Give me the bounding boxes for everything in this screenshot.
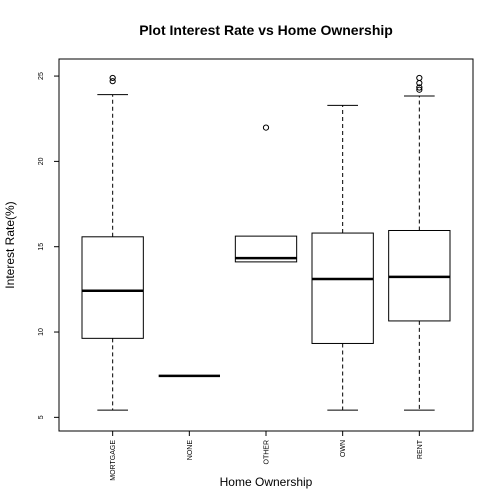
x-tick-label-rent: RENT (417, 439, 424, 459)
boxes (81, 74, 451, 411)
box-own (311, 104, 374, 411)
y-tick-label-5: 5 (38, 415, 45, 419)
x-tick-label-own: OWN (340, 440, 347, 457)
box-body-mortgage (81, 236, 144, 339)
y-axis-label: Interest Rate(%) (3, 201, 17, 288)
box-body-own (311, 232, 374, 344)
box-rent (388, 74, 451, 411)
x-tick-label-mortgage: MORTGAGE (110, 440, 117, 481)
x-axis-label: Home Ownership (220, 475, 313, 489)
x-tick-label-other: OTHER (264, 440, 271, 465)
outlier-other-0 (262, 124, 270, 131)
y-tick-label-20: 20 (38, 157, 45, 165)
y-tick-label-10: 10 (38, 328, 45, 336)
outlier-rent-3 (416, 74, 423, 82)
outlier-rent-0 (416, 86, 423, 93)
outlier-mortgage-0 (109, 78, 116, 85)
y-tick-label-25: 25 (38, 72, 45, 80)
outlier-mortgage-1 (109, 74, 116, 82)
x-axis: MORTGAGE NONE OTHER OWN RENT (110, 430, 424, 481)
outlier-rent-1 (416, 84, 423, 91)
box-mortgage (81, 74, 144, 411)
x-tick-label-none: NONE (187, 440, 194, 461)
chart-title: Plot Interest Rate vs Home Ownership (139, 22, 393, 38)
box-other (234, 124, 298, 263)
y-tick-label-15: 15 (38, 243, 45, 251)
y-axis: 5 10 15 20 25 (38, 72, 60, 419)
